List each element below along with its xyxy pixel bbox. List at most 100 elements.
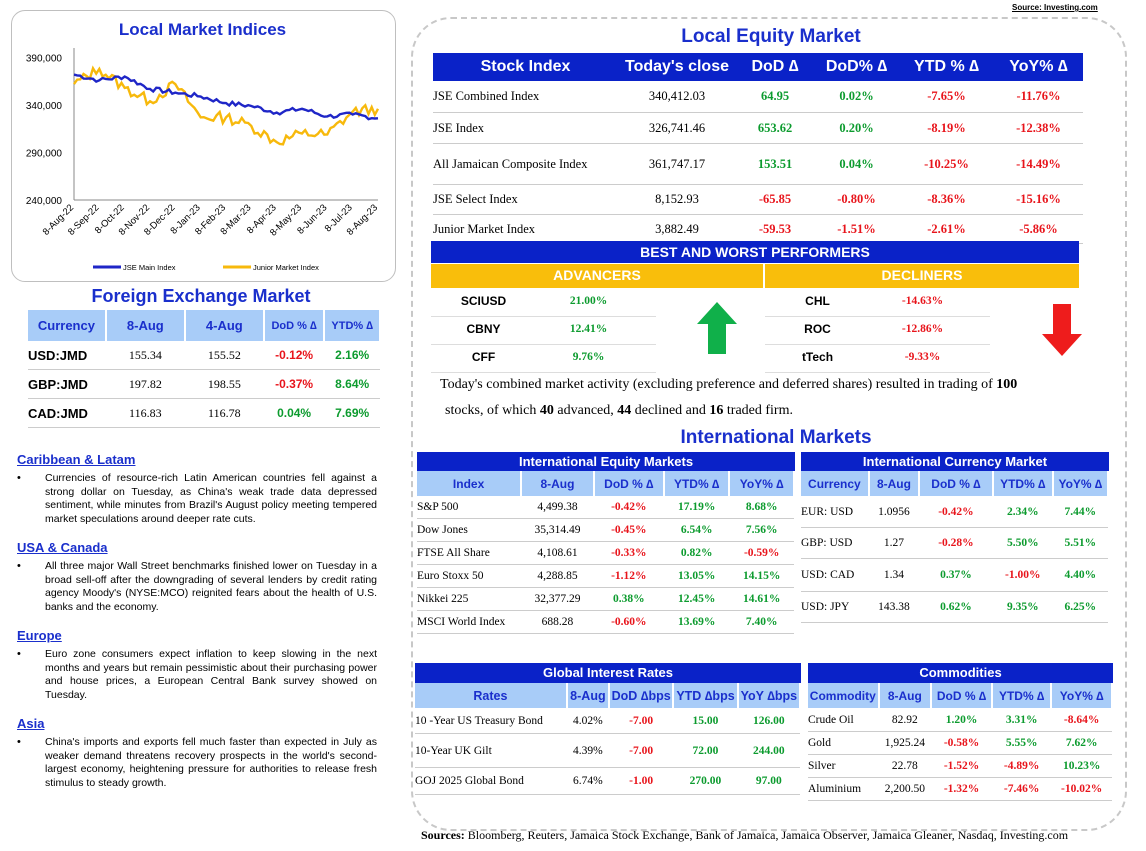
advancers-list: SCIUSD 21.00% CBNY 12.41% CFF 9.76%	[431, 289, 656, 373]
intl-currency-header-cell: DoD % ∆	[919, 471, 994, 496]
equity-cell: All Jamaican Composite Index	[433, 143, 618, 185]
intl-equity-cell: MSCI World Index	[417, 610, 522, 634]
intl-currency-cell: 1.27	[868, 527, 920, 559]
commodity-cell: 22.78	[878, 754, 932, 778]
intl-currency-header-cell: YTD% ∆	[992, 471, 1054, 496]
fx-cell: -0.12%	[263, 341, 325, 370]
rates-cell: 10-Year UK Gilt	[415, 733, 567, 768]
intl-equity-row: FTSE All Share 4,108.61 -0.33% 0.82% -0.59%	[417, 541, 794, 565]
news-heading: USA & Canada	[17, 540, 108, 555]
bullet-icon: •	[17, 648, 21, 660]
news-text: Currencies of resource-rich Latin Americ…	[45, 472, 377, 525]
performers-title: BEST AND WORST PERFORMERS	[431, 241, 1079, 263]
percent-change: 12.41%	[569, 323, 608, 335]
news-item: • China's imports and exports fell much f…	[17, 736, 377, 790]
equity-row: JSE Select Index 8,152.93 -65.85 -0.80% -8.3…	[433, 184, 1083, 215]
commodity-cell: -0.58%	[931, 731, 993, 755]
intl-equity-cell: 13.69%	[663, 610, 730, 634]
fx-row: USD:JMD 155.34 155.52 -0.12% 2.16%	[28, 341, 380, 370]
equity-cell: -10.25%	[899, 143, 994, 185]
intl-currency-cell: 5.50%	[992, 527, 1053, 559]
bullet-icon: •	[17, 736, 21, 748]
decliner-row: ROC -12.86%	[765, 317, 990, 345]
intl-equity-cell: 4,288.85	[521, 564, 594, 588]
sources-line: Sources: Bloomberg, Reuters, Jamaica Sto…	[421, 828, 1069, 842]
equity-cell: -14.49%	[994, 143, 1083, 185]
equity-cell: -5.86%	[994, 214, 1083, 244]
rates-cell: 97.00	[737, 767, 800, 795]
commodity-cell: 1,925.24	[878, 731, 932, 755]
commodity-cell: 82.92	[878, 708, 932, 732]
equity-cell: -15.16%	[994, 184, 1083, 215]
fx-header-cell: YTD% ∆	[324, 310, 381, 341]
fx-cell: 198.55	[184, 369, 264, 399]
equity-cell: -59.53	[736, 214, 814, 244]
intl-currency-header-cell: YoY% ∆	[1052, 471, 1110, 496]
commodities-table: Commodity 8-Aug DoD % ∆ YTD% ∆ YoY% ∆ Crude O…	[808, 683, 1113, 801]
equity-cell: 361,747.17	[618, 143, 736, 185]
fx-row: CAD:JMD 116.83 116.78 0.04% 7.69%	[28, 398, 380, 428]
intl-equity-cell: 7.56%	[729, 518, 794, 542]
rates-cell: 244.00	[737, 733, 800, 768]
intl-currency-cell: 2.34%	[992, 496, 1053, 528]
commodity-cell: 2,200.50	[878, 777, 932, 801]
equity-header-cell: YTD % ∆	[899, 53, 994, 81]
news-item: • Euro zone consumers expect inflation to…	[17, 648, 377, 702]
intl-equity-cell: Euro Stoxx 50	[417, 564, 522, 588]
equity-cell: 0.04%	[814, 143, 899, 185]
intl-currency-cell: -0.42%	[919, 496, 993, 528]
rates-cell: 10 -Year US Treasury Bond	[415, 708, 567, 734]
equity-cell: -1.51%	[814, 214, 899, 244]
intl-equity-table: Index 8-Aug DoD % ∆ YTD% ∆ YoY% ∆ S&P 500 4,49…	[417, 471, 795, 634]
equity-cell: Junior Market Index	[433, 214, 618, 244]
ticker: CHL	[805, 294, 830, 308]
intl-currency-cell: -0.28%	[919, 527, 993, 559]
fx-cell: 116.83	[105, 398, 185, 428]
decliner-row: CHL -14.63%	[765, 289, 990, 317]
intl-currency-cell: 1.34	[868, 558, 920, 592]
news-text: China's imports and exports fell much fa…	[45, 736, 377, 789]
intl-currency-cell: GBP: USD	[801, 527, 869, 559]
fx-header-cell: 4-Aug	[184, 310, 265, 341]
fx-cell: GBP:JMD	[28, 369, 106, 399]
equity-row: All Jamaican Composite Index 361,747.17 15…	[433, 143, 1083, 185]
intl-equity-row: Euro Stoxx 50 4,288.85 -1.12% 13.05% 14.15%	[417, 564, 794, 588]
rates-header-cell: DoD ∆bps	[609, 683, 675, 708]
fx-cell: 155.34	[105, 341, 185, 370]
intl-currency-row: GBP: USD 1.27 -0.28% 5.50% 5.51%	[801, 527, 1108, 559]
intl-currency-cell: 4.40%	[1052, 558, 1108, 592]
intl-equity-row: Nikkei 225 32,377.29 0.38% 12.45% 14.61%	[417, 587, 794, 611]
equity-cell: -7.65%	[899, 81, 994, 113]
equity-cell: 8,152.93	[618, 184, 736, 215]
decliners-list: CHL -14.63% ROC -12.86% tTech -9.33%	[765, 289, 990, 373]
equity-cell: 64.95	[736, 81, 814, 113]
intl-equity-header-cell: 8-Aug	[521, 471, 595, 496]
intl-equity-cell: -0.42%	[593, 496, 664, 519]
intl-equity-cell: 4,108.61	[521, 541, 594, 565]
rates-header-cell: Rates	[415, 683, 568, 708]
intl-currency-row: EUR: USD 1.0956 -0.42% 2.34% 7.44%	[801, 496, 1108, 528]
advancer-row: SCIUSD 21.00%	[431, 289, 656, 317]
ticker: tTech	[801, 350, 834, 364]
up-arrow-icon	[697, 302, 737, 354]
intl-currency-header-cell: 8-Aug	[868, 471, 921, 496]
equity-cell: 3,882.49	[618, 214, 736, 244]
commodity-header-row: Commodity 8-Aug DoD % ∆ YTD% ∆ YoY% ∆	[808, 683, 1113, 708]
fx-cell: 8.64%	[324, 369, 380, 399]
percent-change: 21.00%	[569, 295, 608, 307]
equity-cell: 0.02%	[814, 81, 899, 113]
intl-currency-cell: -1.00%	[992, 558, 1053, 592]
equity-cell: JSE Select Index	[433, 184, 618, 215]
equity-header-cell: YoY% ∆	[994, 53, 1083, 81]
fx-header-row: Currency 8-Aug 4-Aug DoD % ∆ YTD% ∆	[28, 310, 381, 341]
equity-row: JSE Combined Index 340,412.03 64.95 0.02% -7…	[433, 81, 1083, 113]
intl-currency-cell: 0.62%	[919, 591, 993, 623]
intl-title: International Markets	[680, 427, 872, 448]
commodity-cell: -1.32%	[931, 777, 993, 801]
fx-cell: CAD:JMD	[28, 398, 106, 428]
news-text: All three major Wall Street benchmarks f…	[45, 560, 377, 613]
rates-cell: GOJ 2025 Global Bond	[415, 767, 567, 795]
intl-equity-header-cell: YoY% ∆	[729, 471, 795, 496]
intl-currency-cell: 143.38	[868, 591, 920, 623]
commodity-cell: 1.20%	[931, 708, 993, 732]
